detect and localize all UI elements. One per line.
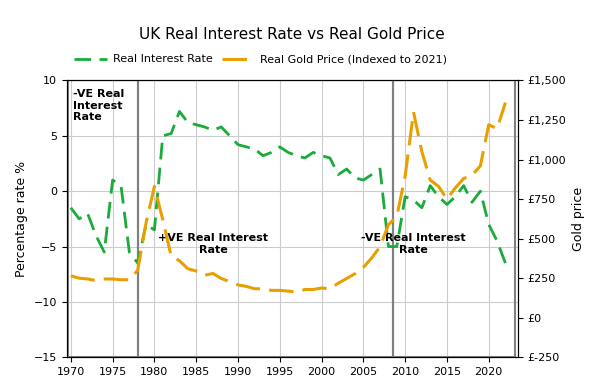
Text: -VE Real Interest
Rate: -VE Real Interest Rate [361,233,466,255]
Bar [137,80,392,357]
Real Interest Rate [335,172,342,177]
Y-axis label: Gold price: Gold price [572,187,585,251]
Real Interest Rate [134,261,141,265]
Real Gold Price (Indexed to 2021) [352,271,359,276]
Real Gold Price (Indexed to 2021) [502,100,509,105]
Title: UK Real Interest Rate vs Real Gold Price: UK Real Interest Rate vs Real Gold Price [139,27,445,42]
Real Interest Rate [201,125,208,129]
Real Gold Price (Indexed to 2021) [184,266,191,271]
Legend: Real Interest Rate, Real Gold Price (Indexed to 2021): Real Interest Rate, Real Gold Price (Ind… [70,50,452,69]
Bar [392,80,515,357]
Real Interest Rate [67,205,74,210]
Text: -VE Real
Interest
Rate: -VE Real Interest Rate [73,89,124,122]
Bar [68,80,137,357]
Line: Real Interest Rate: Real Interest Rate [71,111,505,263]
Real Gold Price (Indexed to 2021) [335,281,342,286]
Real Interest Rate [176,109,183,114]
Real Gold Price (Indexed to 2021) [293,290,300,294]
Real Interest Rate [343,167,350,171]
Real Interest Rate [368,172,376,177]
Y-axis label: Percentage rate %: Percentage rate % [15,161,28,277]
Line: Real Gold Price (Indexed to 2021): Real Gold Price (Indexed to 2021) [71,103,505,292]
Real Gold Price (Indexed to 2021) [67,274,74,278]
Real Interest Rate [502,261,509,265]
Real Gold Price (Indexed to 2021) [326,287,334,291]
Real Interest Rate [418,205,425,210]
Real Interest Rate [360,178,367,182]
Real Gold Price (Indexed to 2021) [410,110,417,114]
Text: +VE Real Interest
Rate: +VE Real Interest Rate [158,233,268,255]
Real Gold Price (Indexed to 2021) [460,176,467,181]
